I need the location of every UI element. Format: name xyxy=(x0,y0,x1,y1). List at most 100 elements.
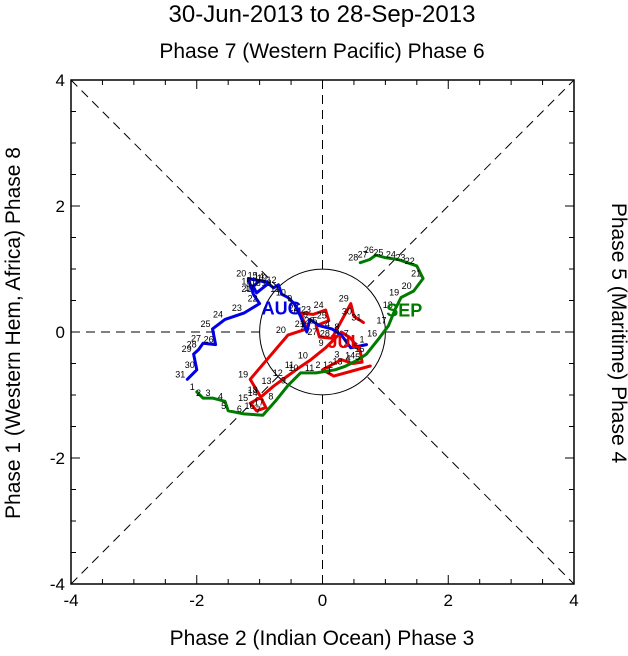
day-label: 18 xyxy=(248,385,258,395)
day-label: 6 xyxy=(237,404,242,414)
day-label: 7 xyxy=(256,405,261,415)
day-label: 10 xyxy=(298,350,308,360)
x-tick-label: -4 xyxy=(63,591,78,610)
day-label: 5 xyxy=(312,316,317,326)
day-label: 13 xyxy=(332,357,342,367)
day-label: 25 xyxy=(200,319,210,329)
day-label: 18 xyxy=(251,278,261,288)
day-label: 17 xyxy=(377,316,387,326)
day-label: 22 xyxy=(405,256,415,266)
x-tick-label: 4 xyxy=(569,591,578,610)
day-label: 14 xyxy=(254,272,264,282)
day-label: 3 xyxy=(205,388,210,398)
day-label: 5 xyxy=(221,401,226,411)
day-label: 6 xyxy=(303,309,308,319)
day-label: 24 xyxy=(386,250,396,260)
diagonal-guide xyxy=(70,79,575,585)
day-label: 4 xyxy=(325,319,330,329)
day-label: 24 xyxy=(213,309,223,319)
day-label: 2 xyxy=(344,338,349,348)
day-label: 20 xyxy=(276,325,286,335)
y-tick-label: -4 xyxy=(50,575,65,594)
day-label: 12 xyxy=(266,275,276,285)
month-label-aug: AUG xyxy=(262,298,302,318)
day-label: 2 xyxy=(315,360,320,370)
day-label: 30 xyxy=(342,306,352,316)
day-label: 1 xyxy=(190,382,195,392)
day-label: 19 xyxy=(257,273,267,283)
top-axis-label: Phase 7 (Western Pacific) Phase 6 xyxy=(159,40,484,63)
x-tick-label: 0 xyxy=(318,591,327,610)
right-axis-label: Phase 5 (Maritime) Phase 4 xyxy=(607,203,628,464)
day-label: 29 xyxy=(339,294,349,304)
day-label: 28 xyxy=(187,340,197,350)
day-label: 25 xyxy=(373,248,383,258)
day-label: 26 xyxy=(364,245,374,255)
x-tick-label: 2 xyxy=(444,591,453,610)
day-label: 3 xyxy=(334,325,339,335)
bottom-axis-label: Phase 2 (Indian Ocean) Phase 3 xyxy=(170,627,475,650)
y-tick-label: -2 xyxy=(50,449,65,468)
day-label: 21 xyxy=(241,284,251,294)
day-label: 22 xyxy=(288,303,298,313)
day-label: 27 xyxy=(307,327,317,337)
day-label: 12 xyxy=(273,368,283,378)
day-label: 23 xyxy=(232,303,242,313)
day-label: 17 xyxy=(254,398,264,408)
chart-title: 30-Jun-2013 to 28-Sep-2013 xyxy=(169,1,476,28)
day-label: 20 xyxy=(236,268,246,278)
day-label: 28 xyxy=(348,253,358,263)
day-label: 4 xyxy=(218,391,223,401)
day-label: 24 xyxy=(314,300,324,310)
day-label: 16 xyxy=(241,277,251,287)
day-label: 21 xyxy=(295,319,305,329)
day-label: 11 xyxy=(285,360,294,370)
day-label: 2 xyxy=(196,388,201,398)
day-label: 1 xyxy=(359,335,364,345)
day-label: 8 xyxy=(268,391,273,401)
day-label: 29 xyxy=(182,344,192,354)
day-label: 10 xyxy=(288,363,298,373)
day-label: 4 xyxy=(346,354,351,364)
day-label: 22 xyxy=(248,294,258,304)
series-line-aug xyxy=(185,277,368,381)
day-label: 19 xyxy=(238,369,248,379)
day-label: 13 xyxy=(261,278,271,288)
day-label: 27 xyxy=(358,250,368,260)
month-label-sep: SEP xyxy=(386,300,422,320)
day-label: 15 xyxy=(248,270,258,280)
day-label: 17 xyxy=(244,283,254,293)
day-label: 14 xyxy=(248,388,258,398)
day-label: 9 xyxy=(281,376,286,386)
day-label: 27 xyxy=(191,333,201,343)
day-label: 23 xyxy=(395,253,405,263)
day-label: 6 xyxy=(353,341,358,351)
day-label: 9 xyxy=(319,338,324,348)
day-label: 3 xyxy=(334,350,339,360)
day-label: 25 xyxy=(317,311,327,321)
day-label: 15 xyxy=(238,393,248,403)
day-label: 8 xyxy=(334,322,339,332)
day-label: 15 xyxy=(354,344,364,354)
month-labels: JUL AUG SEP xyxy=(262,298,423,351)
day-label: 13 xyxy=(261,376,271,386)
y-tick-label: 2 xyxy=(56,197,65,216)
diagonal-guide xyxy=(70,79,575,585)
left-axis-label: Phase 1 (Western Hem, Africa) Phase 8 xyxy=(2,147,25,519)
day-label: 8 xyxy=(293,306,298,316)
day-label: 19 xyxy=(389,287,399,297)
day-label: 20 xyxy=(402,281,412,291)
day-label: 30 xyxy=(185,360,195,370)
day-label: 11 xyxy=(270,284,279,294)
month-label-jul: JUL xyxy=(327,332,361,352)
y-tick-label: 4 xyxy=(56,71,65,90)
day-label: 7 xyxy=(300,322,305,332)
day-label: 12 xyxy=(323,360,333,370)
day-label: 31 xyxy=(351,313,361,323)
x-tick-label: -2 xyxy=(189,591,204,610)
day-label: 11 xyxy=(305,363,314,373)
series-line-sep xyxy=(195,253,425,417)
